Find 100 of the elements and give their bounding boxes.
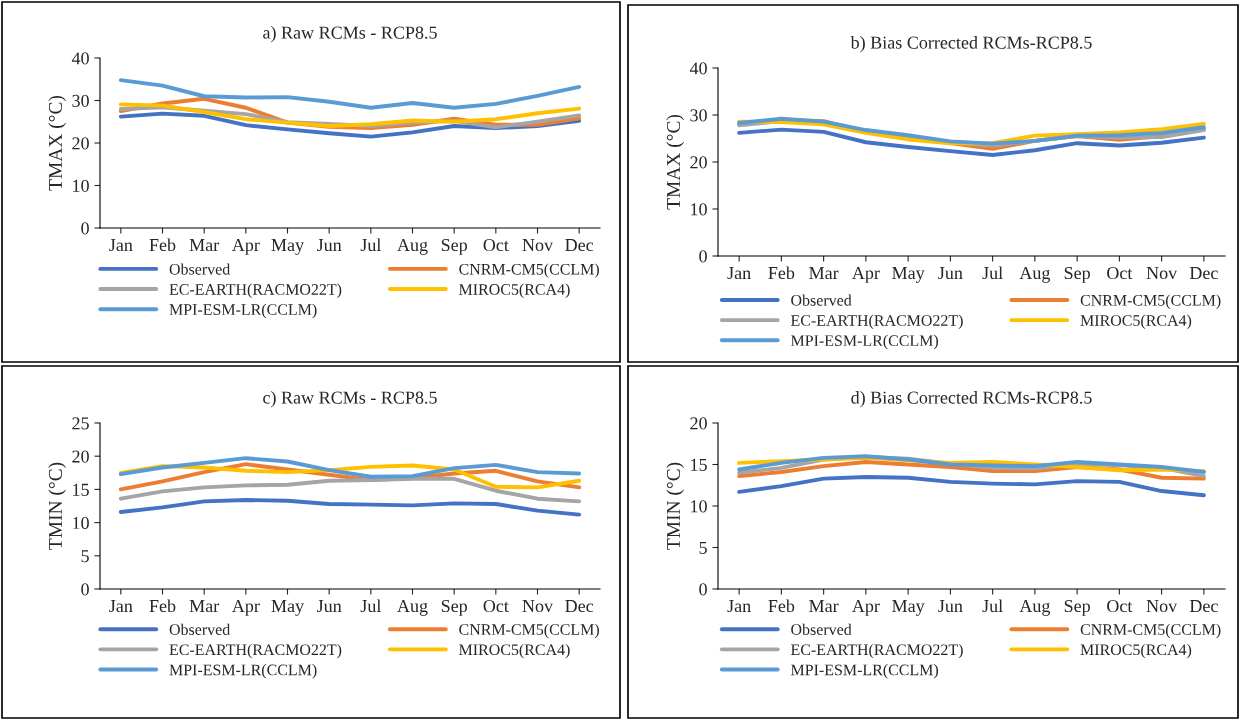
y-axis-title: TMAX (°C) [666, 114, 684, 210]
x-tick-label: Nov [1146, 267, 1178, 280]
y-tick-label: 15 [691, 458, 707, 471]
x-tick-label: May [892, 600, 925, 616]
x-tick-label: Aug [397, 599, 428, 616]
y-tick-label: 15 [73, 483, 89, 496]
x-tick-label: May [271, 600, 304, 616]
chart-title: a) Raw RCMs - RCP8.5 [263, 26, 437, 43]
y-tick-label: 10 [691, 500, 707, 513]
line-series [118, 456, 582, 479]
x-tick-label: Oct [483, 238, 509, 252]
legend-label: EC-EARTH(RACMO22T) [790, 314, 963, 330]
y-tick-label: 10 [691, 203, 707, 216]
x-tick-label: Jul [982, 266, 1003, 280]
x-tick-label: May [271, 239, 304, 255]
chart-title: b) Bias Corrected RCMs-RCP8.5 [850, 36, 1092, 53]
x-tick-label: May [892, 267, 925, 283]
x-tick-label: Jan [727, 267, 751, 280]
x-tick-label: Nov [522, 600, 554, 613]
y-tick-label: 10 [73, 179, 89, 192]
legend-label: MPI-ESM-LR(CCLM) [790, 334, 939, 350]
y-tick-label: 20 [72, 137, 89, 150]
x-tick-label: Feb [149, 238, 176, 252]
legend-label: MIROC5(RCA4) [459, 643, 570, 659]
chart-title: d) Bias Corrected RCMs-RCP8.5 [851, 391, 1092, 408]
y-tick-label: 20 [690, 156, 707, 169]
y-axis-title: TMAX (°C) [48, 95, 66, 191]
legend-label: Observed [791, 623, 852, 635]
y-tick-label: 5 [699, 541, 707, 554]
legend-label: CNRM-CM5(CCLM) [459, 623, 599, 639]
x-tick-label: Oct [483, 599, 509, 613]
x-tick-label: Nov [522, 239, 554, 252]
x-tick-label: Sep [441, 238, 467, 255]
x-tick-label: Oct [1107, 599, 1133, 613]
y-tick-label: 25 [72, 417, 89, 430]
x-tick-label: Dec [1189, 267, 1218, 280]
legend-label: CNRM-CM5(CCLM) [1080, 294, 1221, 309]
legend-label: MIROC5(RCA4) [1080, 643, 1192, 659]
y-tick-label: 30 [72, 94, 89, 107]
x-tick-label: Sep [1064, 266, 1090, 283]
chart-title: c) Raw RCMs - RCP8.5 [263, 391, 437, 408]
y-tick-label: 0 [81, 583, 89, 596]
x-tick-label: Jun [317, 600, 342, 613]
x-tick-label: Jul [360, 238, 382, 252]
legend-label: Observed [791, 294, 852, 306]
legend-label: CNRM-CM5(CCLM) [1080, 623, 1221, 639]
x-tick-label: Jun [938, 267, 963, 280]
x-tick-label: Sep [441, 599, 467, 616]
legend-label: MPI-ESM-LR(CCLM) [169, 303, 317, 319]
x-tick-label: Aug [1019, 266, 1051, 283]
x-tick-label: Jan [109, 239, 133, 252]
legend-label: MPI-ESM-LR(CCLM) [790, 664, 939, 679]
legend-label: Observed [169, 623, 231, 635]
x-tick-label: Dec [1189, 600, 1218, 613]
line-series [118, 78, 582, 110]
x-tick-label: Mar [809, 267, 839, 280]
x-tick-label: Jun [938, 600, 963, 613]
legend-label: MIROC5(RCA4) [459, 283, 570, 299]
line-series [118, 476, 582, 504]
line-series [118, 498, 582, 517]
x-tick-label: Apr [852, 267, 880, 283]
x-tick-label: Mar [809, 600, 839, 613]
line-series [737, 127, 1206, 157]
x-tick-label: Feb [768, 266, 795, 280]
legend-label: MIROC5(RCA4) [1080, 314, 1192, 330]
y-tick-label: 0 [699, 250, 707, 263]
y-tick-label: 30 [690, 109, 707, 122]
y-axis-title: TMIN (°C) [666, 462, 684, 550]
legend-label: CNRM-CM5(CCLM) [459, 263, 599, 278]
y-tick-label: 0 [699, 583, 707, 596]
legend-label: EC-EARTH(RACMO22T) [169, 643, 342, 659]
y-tick-label: 20 [690, 417, 707, 430]
x-tick-label: Nov [1146, 600, 1178, 613]
x-tick-label: Jul [982, 599, 1003, 613]
x-tick-label: Sep [1064, 599, 1090, 616]
legend-label: EC-EARTH(RACMO22T) [790, 643, 963, 659]
x-tick-label: Feb [149, 599, 176, 613]
x-tick-label: Apr [852, 600, 880, 616]
x-tick-label: Feb [768, 599, 795, 613]
y-axis-title: TMIN (°C) [48, 462, 66, 550]
legend-label: Observed [169, 263, 231, 275]
legend-label: MPI-ESM-LR(CCLM) [169, 664, 317, 679]
x-tick-label: Mar [189, 600, 220, 613]
x-tick-label: Apr [231, 239, 260, 255]
line-series [737, 475, 1206, 498]
x-tick-label: Aug [397, 238, 428, 255]
x-tick-label: Oct [1107, 266, 1133, 280]
legend-label: EC-EARTH(RACMO22T) [169, 283, 342, 299]
x-tick-label: Dec [565, 600, 594, 613]
x-tick-label: Apr [231, 600, 260, 616]
x-tick-label: Jan [727, 600, 751, 613]
y-tick-label: 0 [81, 222, 89, 235]
x-tick-label: Jul [360, 599, 382, 613]
y-tick-label: 40 [689, 62, 707, 75]
x-tick-label: Jan [109, 600, 133, 613]
y-tick-label: 40 [71, 52, 89, 65]
x-tick-label: Mar [189, 239, 220, 252]
y-tick-label: 5 [81, 550, 89, 563]
x-tick-label: Aug [1019, 599, 1051, 616]
y-tick-label: 20 [72, 450, 89, 463]
